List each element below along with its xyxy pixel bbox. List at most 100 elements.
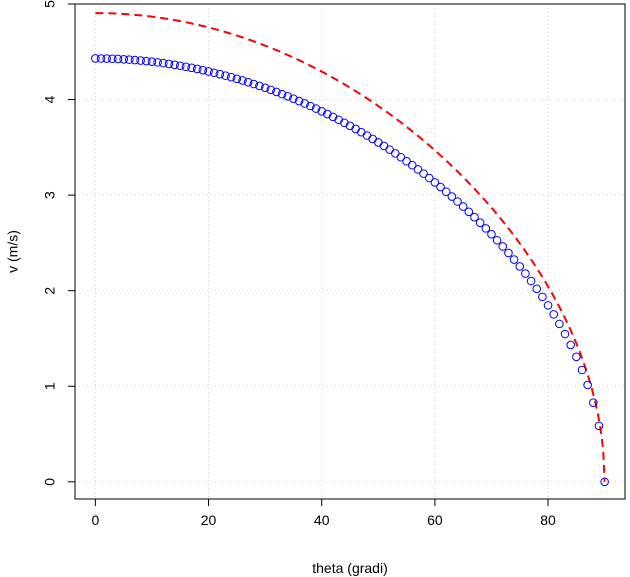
data-point [487,229,496,239]
series-dashed-curve [95,12,606,482]
data-point [130,55,140,65]
data-point [368,134,377,144]
y-tick-label: 0 [42,478,58,486]
data-point [470,212,479,222]
data-point [311,104,321,113]
data-point [549,310,559,319]
data-point [226,72,236,82]
data-point [600,477,609,487]
data-point [566,340,575,350]
data-point [379,141,389,151]
data-point [209,68,219,78]
data-point [555,319,564,329]
y-axis: 0 1 2 3 4 5 [42,0,76,486]
data-point [187,63,196,73]
data-point [594,421,604,431]
data-point [357,127,366,137]
data-point [204,67,213,76]
x-tick-label: 80 [540,512,556,528]
data-point [532,284,542,294]
data-point [560,329,570,339]
data-point [277,89,287,99]
data-point [215,69,225,79]
data-point [351,124,360,134]
x-axis: 0 20 40 60 80 [91,498,556,528]
data-point [198,65,208,75]
data-point [238,76,247,85]
data-point [413,165,423,174]
data-point [515,262,525,271]
data-point [543,301,553,310]
data-point [526,276,536,286]
data-point [272,87,281,97]
data-point [119,54,128,64]
data-point [458,202,468,211]
data-point [323,109,332,119]
data-point [91,54,100,63]
data-point [283,92,293,101]
plot-border [74,3,626,500]
data-point [424,173,434,183]
data-point [221,71,230,80]
data-point [385,145,394,154]
data-point [362,131,372,140]
data-point [294,96,304,106]
y-tick-label: 5 [42,0,58,8]
data-point [232,74,242,84]
data-point [589,398,598,408]
data-point [504,248,513,258]
y-tick-label: 3 [42,191,58,199]
x-tick-label: 40 [314,512,330,528]
series-points [91,54,609,487]
data-point [492,235,502,245]
data-point [447,192,457,201]
y-tick-label: 4 [42,95,58,103]
data-point [289,94,298,103]
data-point [300,99,310,108]
data-point [373,138,383,147]
data-point [158,58,168,68]
data-point [108,54,117,64]
data-point [266,85,276,95]
data-point [249,79,259,89]
data-point [306,101,315,111]
data-point [192,64,202,74]
y-tick-label: 1 [42,382,58,390]
data-point [153,58,162,67]
data-point [583,380,592,390]
data-point [113,54,123,64]
data-point [175,61,185,71]
data-point [464,207,474,217]
data-point [402,156,411,166]
data-point [125,55,134,64]
data-point [328,112,338,122]
data-point [170,60,179,70]
data-point [419,169,428,178]
x-axis-label: theta (gradi) [312,560,387,576]
data-point [407,160,417,170]
data-point [521,269,530,278]
data-point [181,62,191,72]
data-point [317,106,327,116]
data-point [430,178,440,187]
data-point [96,54,106,63]
data-point [538,292,547,302]
grid-lines [75,3,625,499]
data-point [572,352,581,362]
data-point [390,149,400,158]
data-point [481,224,491,233]
data-point [453,197,462,206]
data-point [136,56,145,65]
data-point [255,81,264,91]
data-point [498,242,508,251]
data-point [141,56,151,66]
data-point [509,255,519,264]
y-axis-label: v (m/s) [5,230,21,273]
data-point [260,83,270,93]
data-point [577,365,587,375]
data-point [441,187,451,197]
x-tick-label: 0 [91,512,99,528]
data-point [243,77,253,87]
data-point [147,57,157,66]
